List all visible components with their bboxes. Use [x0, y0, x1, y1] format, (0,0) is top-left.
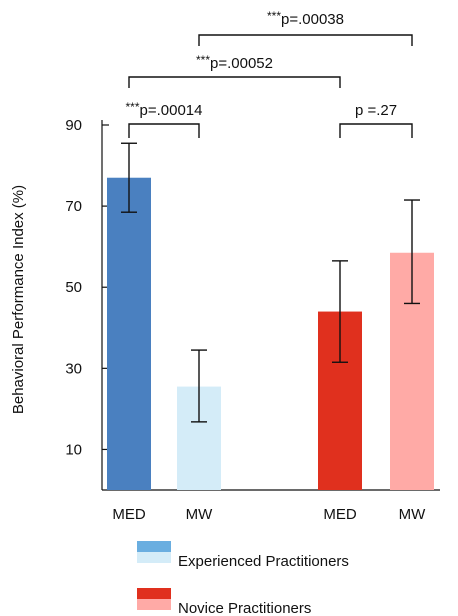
significance-p-value: p=.00038	[281, 11, 344, 28]
legend-label: Novice Practitioners	[178, 600, 311, 616]
y-tick-label: 70	[65, 198, 82, 215]
x-category-label: MED	[112, 506, 146, 523]
significance-stars: ***	[196, 53, 210, 67]
significance-label: p =.27	[355, 102, 397, 119]
significance-stars: ***	[267, 9, 281, 23]
legend: Experienced Practitioners Novice Practiti…	[137, 541, 349, 616]
y-tick-label: 10	[65, 441, 82, 458]
significance-bracket	[339, 123, 413, 138]
y-tick-label: 90	[65, 117, 82, 134]
bar-0	[107, 177, 151, 490]
bars: MED MW MED MW	[107, 177, 434, 523]
significance-label: ***p=.00052	[196, 53, 273, 72]
legend-swatch-top	[137, 588, 171, 599]
significance-p-value: p=.00014	[140, 102, 203, 119]
x-category-label: MED	[323, 506, 357, 523]
significance-p-value: p=.00052	[210, 55, 273, 72]
x-category-label: MW	[399, 506, 426, 523]
x-category-label: MW	[186, 506, 213, 523]
significance-bracket	[128, 123, 200, 138]
significance-bracket	[198, 34, 413, 46]
significance-brackets: ***p=.00014 p =.27***p=.00052***p=.00038	[126, 9, 413, 138]
legend-label: Experienced Practitioners	[178, 553, 349, 570]
significance-stars: ***	[126, 100, 140, 114]
significance-label: ***p=.00014	[126, 100, 203, 119]
significance-bracket	[128, 76, 341, 88]
legend-swatch-bottom	[137, 552, 171, 563]
axes: 10 30 50 70 90 Behavioral Performance Index (…	[10, 117, 440, 491]
legend-swatch-top	[137, 541, 171, 552]
legend-swatch-bottom	[137, 599, 171, 610]
significance-label: ***p=.00038	[267, 9, 344, 28]
y-axis-title: Behavioral Performance Index (%)	[10, 185, 27, 414]
y-tick-label: 50	[65, 279, 82, 296]
error-bars	[121, 142, 420, 423]
y-tick-label: 30	[65, 360, 82, 377]
